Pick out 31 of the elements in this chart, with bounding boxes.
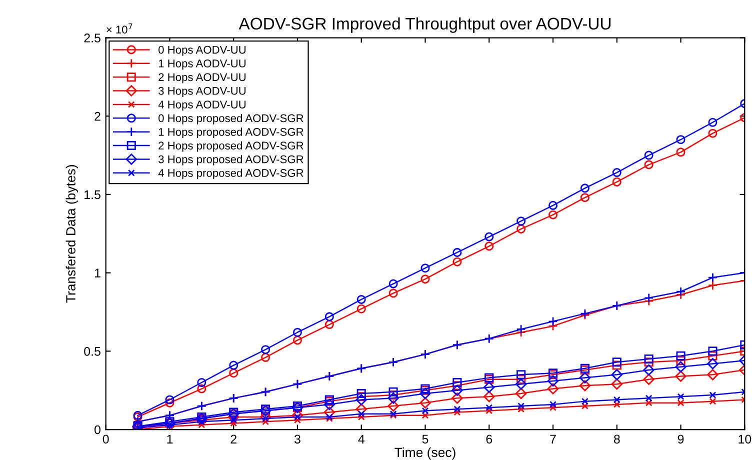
legend-label: 4 Hops AODV-UU xyxy=(158,100,246,111)
legend-label: 1 Hops AODV-UU xyxy=(158,60,246,70)
x-tick-label: 3 xyxy=(294,434,300,444)
y-axis-title: Transfered Data (bytes) xyxy=(66,165,78,303)
legend-label: 4 Hops proposed AODV-SGR xyxy=(158,168,304,180)
x-tick-label: 0 xyxy=(102,434,109,444)
x-tick-label: 9 xyxy=(678,434,684,444)
legend-label: 2 Hops AODV-UU xyxy=(158,73,246,84)
y-tick-label: 1 xyxy=(94,268,100,278)
legend-label: 0 Hops proposed AODV-SGR xyxy=(158,114,304,124)
chart-title: AODV-SGR Improved Throughtput over AODV-UU xyxy=(238,17,610,33)
y-tick-label: 2 xyxy=(94,112,100,121)
legend-label: 0 Hops AODV-UU xyxy=(158,46,246,56)
x-axis-title: Time (sec) xyxy=(394,447,456,460)
y-tick-label: 1.5 xyxy=(84,190,100,200)
x-tick-label: 1 xyxy=(167,434,173,444)
text: × 10$^{7}$ xyxy=(106,23,132,34)
legend-label: 3 Hops AODV-UU xyxy=(158,86,246,97)
y-tick-label: 0.5 xyxy=(84,346,100,356)
x-tick-label: 8 xyxy=(614,434,620,444)
legend-label: 2 Hops proposed AODV-SGR xyxy=(158,141,304,152)
x-tick-label: 7 xyxy=(550,434,556,444)
y-tick-label: 0 xyxy=(94,425,100,434)
y-tick-label: 2.5 xyxy=(84,34,100,42)
legend-label: 1 Hops proposed AODV-SGR xyxy=(158,128,304,138)
x-tick-label: 5 xyxy=(422,434,428,444)
x-tick-label: 4 xyxy=(358,434,364,444)
x-tick-label: 2 xyxy=(230,434,236,444)
legend-label: 3 Hops proposed AODV-SGR xyxy=(158,155,304,166)
x-tick-label: 10 xyxy=(738,434,752,444)
x-tick-label: 6 xyxy=(486,434,492,444)
